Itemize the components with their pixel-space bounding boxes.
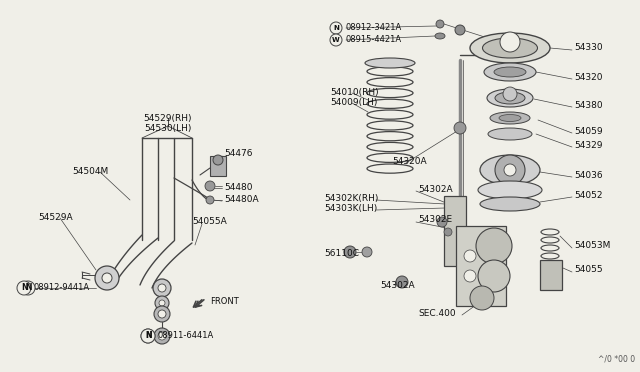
- Text: N: N: [145, 331, 151, 340]
- Circle shape: [153, 279, 171, 297]
- Text: N: N: [25, 283, 31, 292]
- Circle shape: [206, 196, 214, 204]
- Text: 08912-9441A: 08912-9441A: [34, 283, 90, 292]
- Ellipse shape: [484, 63, 536, 81]
- Circle shape: [330, 34, 342, 46]
- Text: 54010(RH): 54010(RH): [330, 87, 379, 96]
- Text: 56110C: 56110C: [324, 250, 359, 259]
- Ellipse shape: [365, 58, 415, 68]
- Text: 54302K(RH): 54302K(RH): [324, 193, 378, 202]
- Text: 54055A: 54055A: [192, 218, 227, 227]
- Circle shape: [141, 329, 155, 343]
- Circle shape: [495, 155, 525, 185]
- Text: 54476: 54476: [224, 148, 253, 157]
- Circle shape: [95, 266, 119, 290]
- Circle shape: [205, 181, 215, 191]
- Ellipse shape: [435, 33, 445, 39]
- Circle shape: [213, 155, 223, 165]
- Text: 54302A: 54302A: [380, 282, 415, 291]
- Ellipse shape: [488, 128, 532, 140]
- Circle shape: [444, 228, 452, 236]
- Text: 54055: 54055: [574, 266, 603, 275]
- Circle shape: [436, 20, 444, 28]
- Ellipse shape: [470, 33, 550, 63]
- Circle shape: [455, 25, 465, 35]
- Text: 54302A: 54302A: [418, 186, 452, 195]
- Text: 54529A: 54529A: [38, 214, 72, 222]
- Text: 54380: 54380: [574, 102, 603, 110]
- Ellipse shape: [499, 115, 521, 122]
- Text: 54330: 54330: [574, 44, 603, 52]
- Text: 54303K(LH): 54303K(LH): [324, 205, 377, 214]
- Circle shape: [344, 246, 356, 258]
- Circle shape: [437, 217, 447, 227]
- Bar: [210, 156, 226, 176]
- Ellipse shape: [495, 92, 525, 104]
- Circle shape: [155, 296, 169, 310]
- Text: SEC.400: SEC.400: [418, 310, 456, 318]
- Circle shape: [21, 281, 35, 295]
- Ellipse shape: [490, 112, 530, 124]
- Circle shape: [504, 164, 516, 176]
- Circle shape: [17, 281, 31, 295]
- Text: N: N: [333, 25, 339, 31]
- Circle shape: [154, 328, 170, 344]
- Bar: [456, 226, 506, 306]
- Text: 54302E: 54302E: [418, 215, 452, 224]
- Text: FRONT: FRONT: [210, 298, 239, 307]
- Text: 54320: 54320: [574, 74, 602, 83]
- Circle shape: [503, 87, 517, 101]
- Circle shape: [141, 329, 155, 343]
- Text: 54329: 54329: [574, 141, 602, 151]
- Circle shape: [476, 228, 512, 264]
- Ellipse shape: [478, 181, 542, 199]
- Bar: [444, 196, 466, 266]
- Text: 54504M: 54504M: [72, 167, 108, 176]
- Bar: [540, 260, 562, 290]
- Circle shape: [362, 247, 372, 257]
- Ellipse shape: [494, 67, 526, 77]
- Text: 54052: 54052: [574, 192, 602, 201]
- Circle shape: [158, 284, 166, 292]
- Circle shape: [470, 286, 494, 310]
- Text: 54480A: 54480A: [224, 196, 259, 205]
- Circle shape: [396, 276, 408, 288]
- Ellipse shape: [480, 155, 540, 185]
- Circle shape: [330, 22, 342, 34]
- Text: N: N: [20, 283, 28, 292]
- Circle shape: [102, 273, 112, 283]
- Circle shape: [158, 310, 166, 318]
- Text: N: N: [145, 331, 151, 340]
- Circle shape: [500, 32, 520, 52]
- Ellipse shape: [483, 38, 538, 58]
- Ellipse shape: [487, 89, 533, 107]
- Circle shape: [478, 260, 510, 292]
- Text: 08912-3421A: 08912-3421A: [346, 23, 403, 32]
- Text: 08911-6441A: 08911-6441A: [158, 331, 214, 340]
- Circle shape: [159, 300, 165, 306]
- Text: 08915-4421A: 08915-4421A: [346, 35, 402, 45]
- Circle shape: [158, 332, 166, 340]
- Text: 54320A: 54320A: [392, 157, 427, 167]
- Text: W: W: [332, 37, 340, 43]
- Text: 54036: 54036: [574, 171, 603, 180]
- Circle shape: [154, 306, 170, 322]
- Circle shape: [464, 250, 476, 262]
- Text: 54480: 54480: [224, 183, 253, 192]
- Circle shape: [454, 122, 466, 134]
- Text: 54529(RH): 54529(RH): [144, 113, 192, 122]
- Text: 54009(LH): 54009(LH): [330, 99, 378, 108]
- Ellipse shape: [480, 197, 540, 211]
- Text: 54059: 54059: [574, 128, 603, 137]
- Text: 54053M: 54053M: [574, 241, 611, 250]
- Circle shape: [464, 270, 476, 282]
- Text: ^/0 *00 0: ^/0 *00 0: [598, 355, 635, 364]
- Text: 54530(LH): 54530(LH): [144, 124, 192, 132]
